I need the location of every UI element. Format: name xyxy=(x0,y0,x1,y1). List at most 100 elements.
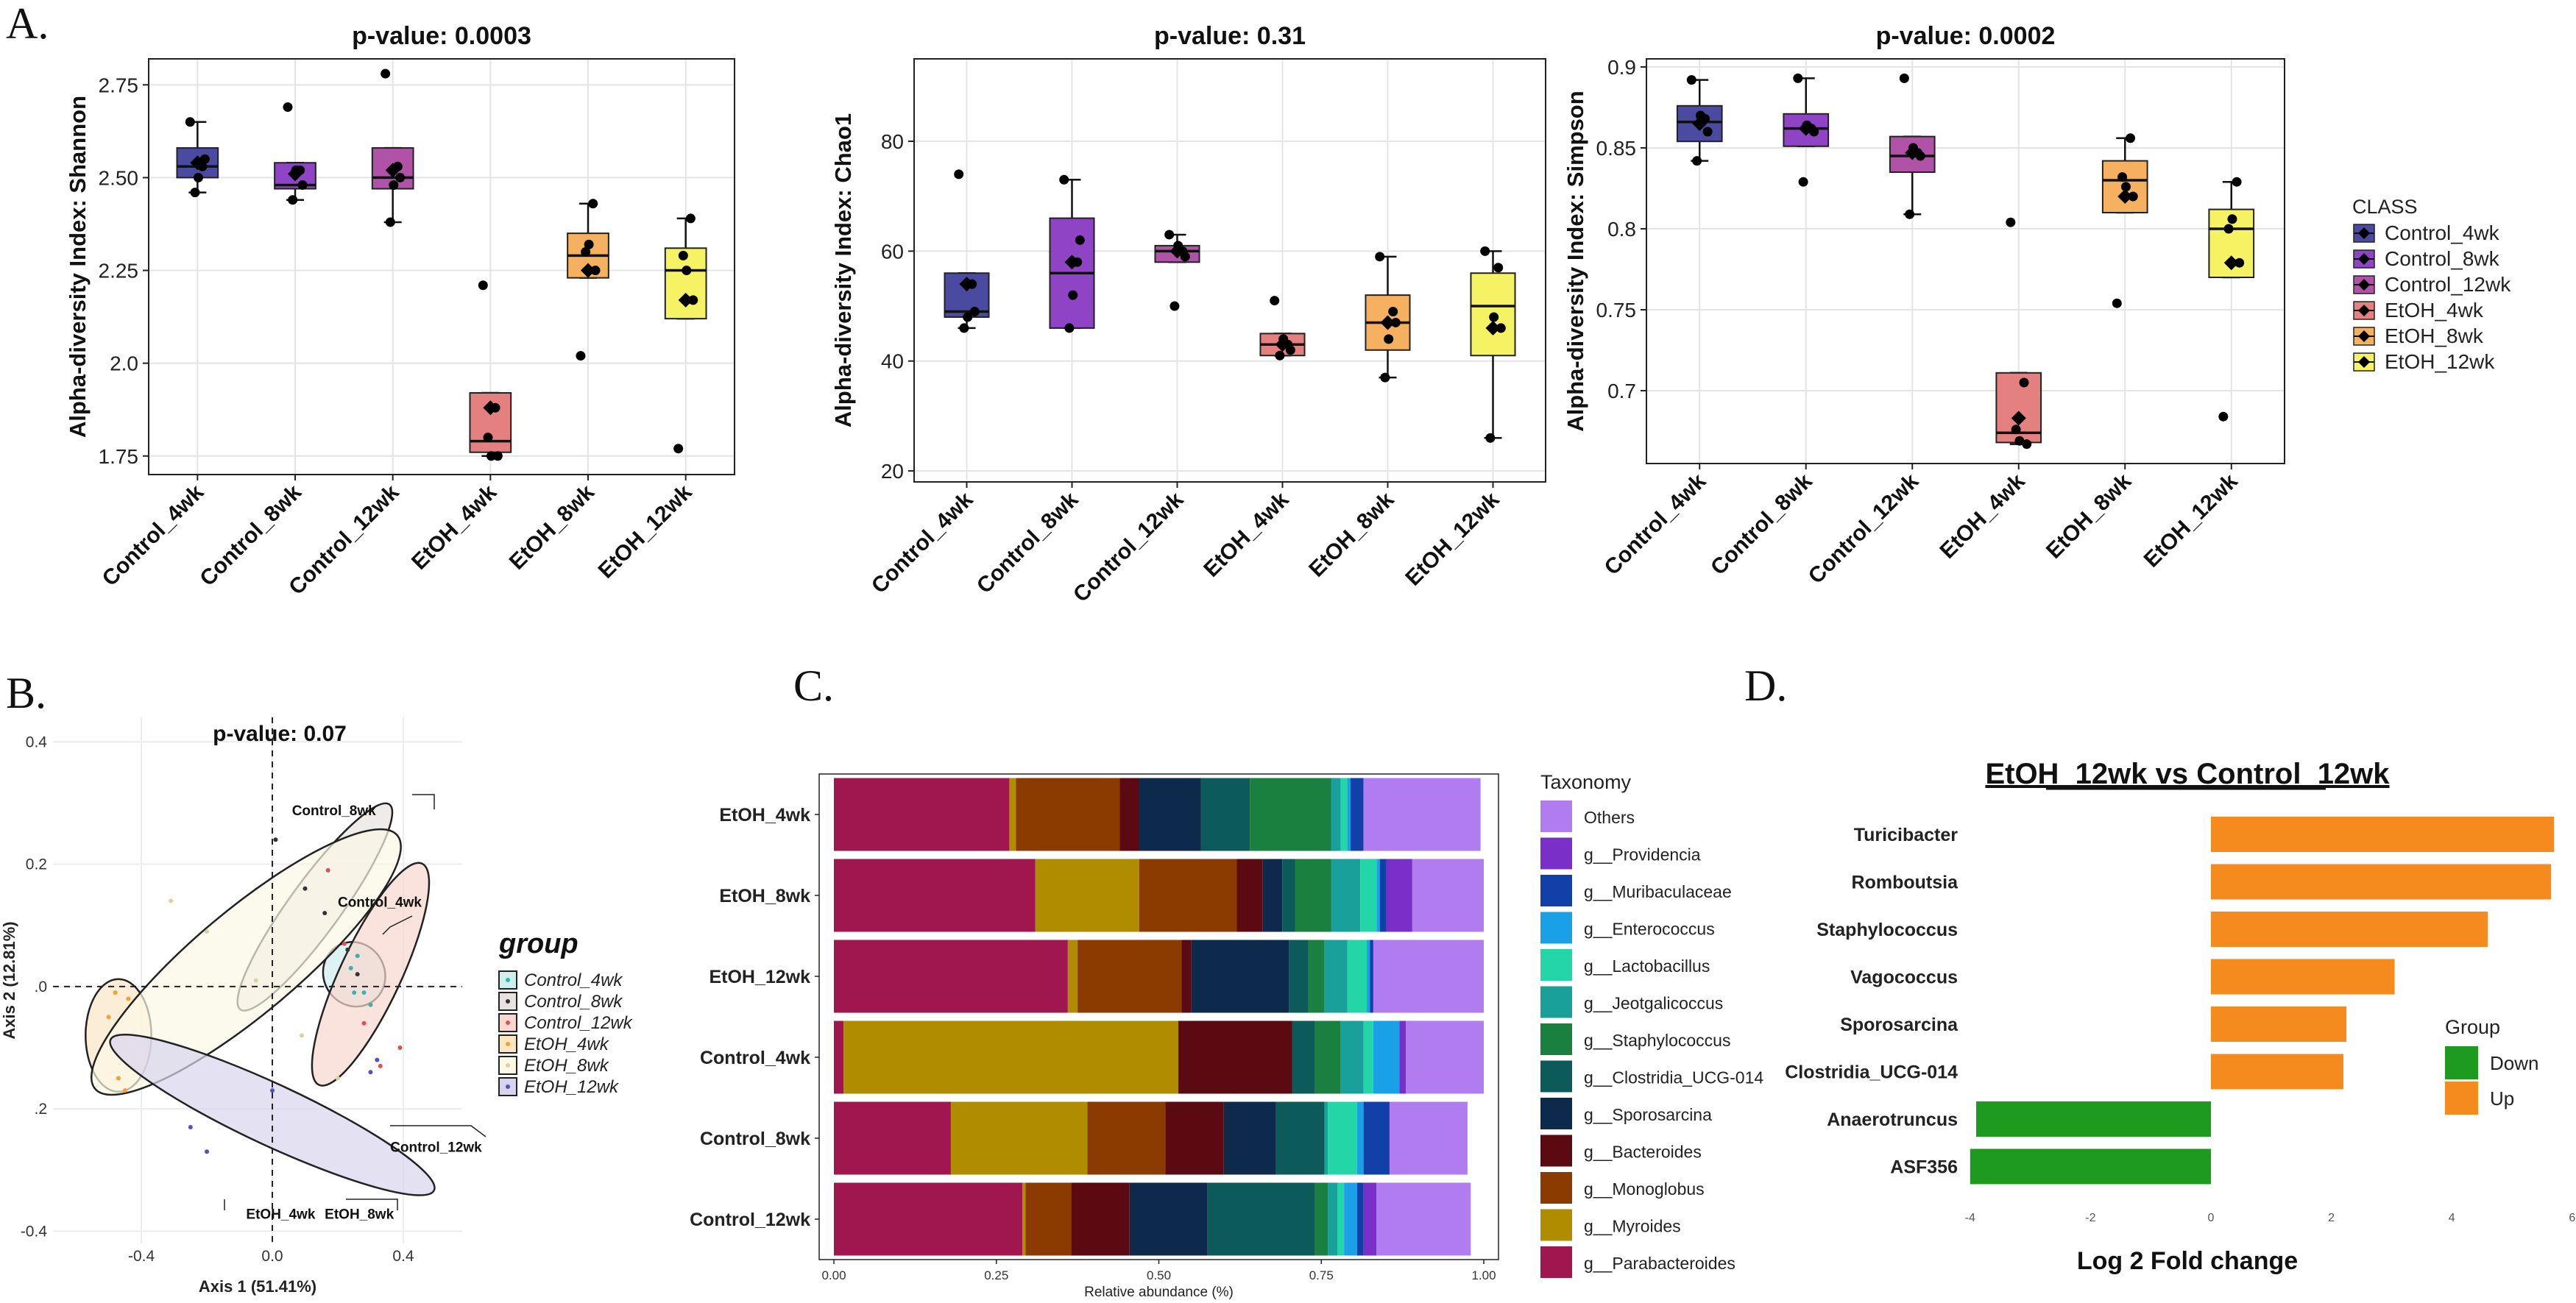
bar-segment xyxy=(1337,1182,1345,1256)
data-point xyxy=(685,213,696,224)
y-tick-label: Romboutsia xyxy=(1852,873,1959,893)
y-tick-label: Anaerotruncus xyxy=(1827,1109,1958,1130)
y-tick-label: 0.85 xyxy=(1596,137,1637,160)
data-point xyxy=(297,180,308,191)
bar xyxy=(2211,1054,2343,1090)
class-legend: CLASS Control_4wk Control_8wk Control_12wk… xyxy=(2352,196,2511,373)
data-point xyxy=(205,929,210,934)
bar-segment xyxy=(1289,940,1309,1013)
legend-swatch-marker xyxy=(2358,305,2370,316)
data-point xyxy=(1489,312,1499,322)
data-point xyxy=(1798,177,1808,187)
bar-segment xyxy=(1350,778,1364,851)
bar xyxy=(2211,817,2555,852)
y-tick-label: Sporosarcina xyxy=(1840,1015,1958,1035)
y-tick-label: Staphylococcus xyxy=(1816,920,1958,940)
group-ellipse xyxy=(90,828,402,1096)
x-axis-label: Log 2 Fold change xyxy=(2077,1247,2298,1275)
bar-segment xyxy=(1207,1182,1315,1256)
data-point xyxy=(335,1076,340,1081)
bar-segment xyxy=(1367,940,1370,1013)
bar-segment xyxy=(1340,1020,1364,1094)
bar-segment xyxy=(1363,1020,1373,1094)
x-axis-label: Relative abundance (%) xyxy=(1084,1285,1234,1300)
data-point xyxy=(2120,182,2131,192)
mean-marker xyxy=(1905,145,1920,160)
bar xyxy=(2211,864,2552,900)
data-point xyxy=(581,246,591,257)
bar-segment xyxy=(1373,1020,1400,1094)
data-point xyxy=(2112,298,2122,308)
bar-segment xyxy=(1328,1182,1338,1256)
x-tick-label: 0.25 xyxy=(984,1268,1008,1282)
legend-swatch-marker xyxy=(2358,253,2370,265)
legend-swatch xyxy=(1540,949,1572,981)
bar-segment xyxy=(1178,1020,1292,1094)
legend-label: g__Lactobacillus xyxy=(1584,956,1710,976)
legend-label: Control_8wk xyxy=(524,992,623,1012)
data-point xyxy=(205,1149,210,1154)
legend-label: g__Enterococcus xyxy=(1584,920,1715,939)
bar-segment xyxy=(1016,778,1120,851)
annotation-leader xyxy=(412,794,435,809)
bar-segment xyxy=(1223,1101,1276,1175)
mean-marker xyxy=(2011,411,2026,426)
legend-label: Up xyxy=(2490,1087,2514,1109)
bar-segment xyxy=(1386,859,1412,932)
data-point xyxy=(673,444,684,454)
legend-label: EtOH_8wk xyxy=(524,1056,610,1076)
y-tick-label: EtOH_4wk xyxy=(719,805,810,826)
data-point xyxy=(106,1015,111,1020)
chart-title: p-value: 0.0003 xyxy=(352,22,531,50)
panel-label-a: A. xyxy=(6,0,49,48)
mean-marker xyxy=(483,400,498,416)
y-tick-label: 2.75 xyxy=(99,74,139,96)
legend-label: g__Jeotgalicoccus xyxy=(1584,994,1723,1013)
mean-marker xyxy=(678,292,693,308)
data-point xyxy=(2014,436,2025,446)
legend-swatch-dot xyxy=(506,999,510,1004)
y-tick-label: 2.25 xyxy=(99,260,139,283)
data-point xyxy=(190,188,200,198)
bar-segment xyxy=(1275,1101,1325,1175)
data-point xyxy=(2223,224,2234,234)
data-point xyxy=(584,239,594,249)
x-tick-label: 4 xyxy=(2449,1212,2455,1224)
bar-segment xyxy=(1308,940,1325,1013)
legend-title: Group xyxy=(2445,1016,2500,1038)
data-point xyxy=(2227,214,2237,224)
data-point xyxy=(378,1063,383,1068)
y-tick-label: 2.0 xyxy=(110,352,138,375)
bar-segment xyxy=(1356,1182,1364,1256)
legend-label: Control_4wk xyxy=(2385,221,2500,244)
legend-title: group xyxy=(498,929,578,959)
data-point xyxy=(1692,156,1702,166)
bar-segment xyxy=(1370,940,1373,1013)
legend-label: g__Clostridia_UCG-014 xyxy=(1584,1068,1763,1087)
bar-segment xyxy=(1340,778,1348,851)
annotation-leader xyxy=(346,1199,398,1210)
bar-segment xyxy=(1324,940,1348,1013)
mean-marker xyxy=(385,163,400,178)
data-point xyxy=(1493,263,1504,273)
y-tick-label: Vagococcus xyxy=(1850,968,1958,988)
group-annotation: EtOH_4wk xyxy=(246,1207,315,1223)
data-point xyxy=(1485,433,1496,443)
y-tick-label: Turicibacter xyxy=(1854,825,1958,845)
y-tick-label: 20 xyxy=(881,460,904,483)
y-tick-label: 2.50 xyxy=(99,166,139,189)
group-annotation: Control_12wk xyxy=(390,1140,482,1155)
y-tick-label: Control_4wk xyxy=(700,1048,810,1068)
data-point xyxy=(361,1020,367,1026)
mean-marker xyxy=(1798,121,1814,136)
bar-segment xyxy=(1139,859,1237,932)
chart-title: EtOH_12wk vs Control_12wk xyxy=(1985,758,2390,790)
legend-label: g__Bacteroides xyxy=(1584,1143,1702,1162)
data-point xyxy=(954,169,964,180)
data-point xyxy=(1480,246,1490,256)
legend-swatch-dot xyxy=(506,1063,510,1068)
data-point xyxy=(576,351,586,361)
y-tick-label: .0 xyxy=(34,979,47,995)
data-point xyxy=(682,266,692,276)
data-point xyxy=(169,898,174,903)
